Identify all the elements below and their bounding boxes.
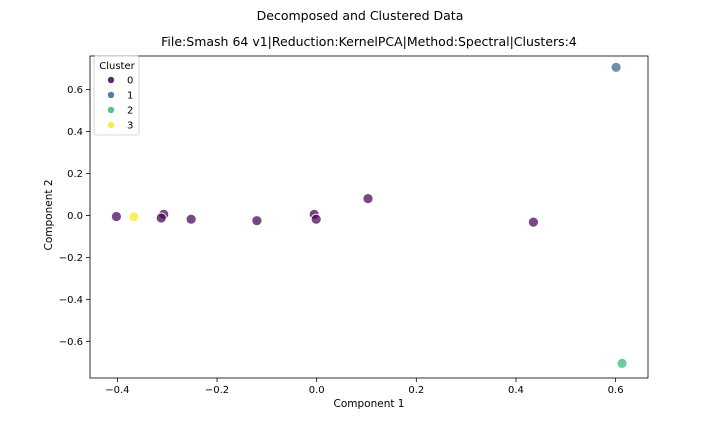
y-tick-label: −0.2	[59, 253, 83, 264]
x-tick-label: −0.4	[105, 385, 129, 396]
y-tick-label: −0.6	[59, 337, 83, 348]
legend-entries: 0 1 2 3	[107, 76, 133, 132]
y-tick-label: 0.0	[67, 211, 83, 222]
data-point-cluster-3	[128, 211, 140, 223]
legend: Cluster 0 1 2 3	[93, 55, 140, 136]
legend-title: Cluster	[99, 61, 135, 72]
x-tick-label: −0.2	[205, 385, 229, 396]
data-point-cluster-0	[362, 193, 374, 205]
legend-marker-cluster-2	[107, 106, 115, 114]
y-axis-ticks: −0.6 −0.4 −0.2 0.0 0.2 0.4 0.6	[59, 85, 90, 348]
y-tick-label: 0.4	[67, 127, 83, 138]
legend-label-cluster-0: 0	[127, 76, 133, 87]
legend-marker-cluster-3	[107, 121, 115, 129]
data-point-cluster-2	[616, 357, 628, 369]
y-tick-label: 0.2	[67, 169, 83, 180]
points-layer	[111, 61, 628, 369]
x-tick-label: 0.2	[408, 385, 424, 396]
legend-marker-cluster-0	[107, 76, 115, 84]
figure-suptitle: Decomposed and Clustered Data	[257, 8, 464, 23]
data-point-cluster-0	[185, 213, 197, 225]
legend-label-cluster-1: 1	[127, 91, 133, 102]
legend-label-cluster-2: 2	[127, 106, 133, 117]
plot-area-frame	[89, 55, 649, 379]
x-tick-label: 0.0	[309, 385, 325, 396]
data-point-cluster-0	[155, 212, 167, 224]
legend-box	[93, 55, 140, 136]
y-tick-label: 0.6	[67, 85, 83, 96]
data-point-cluster-0	[111, 211, 122, 222]
data-point-cluster-1	[610, 61, 622, 73]
x-axis-label: Component 1	[334, 398, 405, 410]
data-point-cluster-0	[251, 215, 263, 227]
x-axis-ticks: −0.4 −0.2 0.0 0.2 0.4 0.6	[105, 378, 624, 396]
legend-marker-cluster-1	[107, 91, 115, 99]
chart-title: File:Smash 64 v1|Reduction:KernelPCA|Met…	[161, 34, 577, 49]
x-tick-label: 0.4	[508, 385, 524, 396]
legend-label-cluster-3: 3	[127, 121, 133, 132]
x-tick-label: 0.6	[608, 385, 624, 396]
data-point-cluster-0	[528, 216, 539, 228]
data-point-cluster-0	[310, 213, 322, 225]
y-tick-label: −0.4	[59, 295, 83, 306]
y-axis-label: Component 2	[43, 180, 55, 251]
